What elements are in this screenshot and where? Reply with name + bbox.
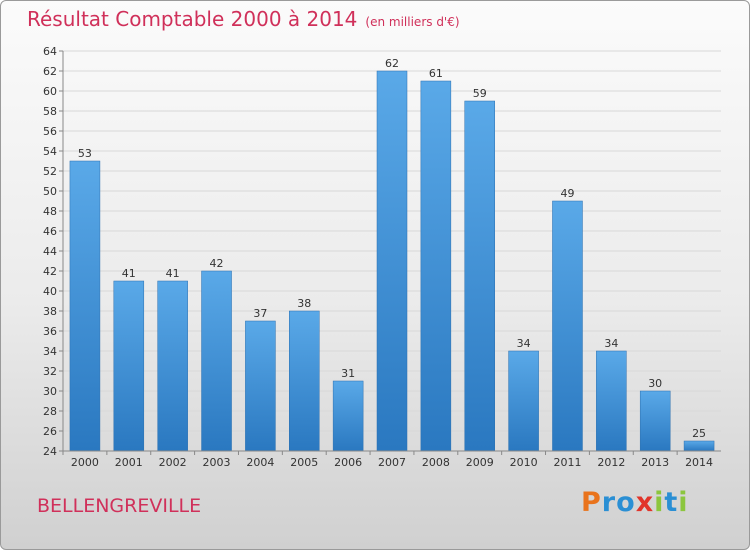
bar-2000 bbox=[69, 160, 101, 452]
data-label-2002: 41 bbox=[166, 267, 180, 280]
data-label-2011: 49 bbox=[560, 187, 574, 200]
y-tick-label: 44 bbox=[43, 245, 57, 258]
logo-letter: o bbox=[616, 487, 636, 518]
data-label-2001: 41 bbox=[122, 267, 136, 280]
y-tick-label: 64 bbox=[43, 45, 57, 58]
logo-letter: i bbox=[654, 487, 665, 518]
x-axis: 2000 2001 2002 2003 2004 2005 2006 2007 2008 2009… bbox=[62, 450, 721, 469]
y-tick-label: 58 bbox=[43, 105, 57, 118]
x-tick-label-2013: 2013 bbox=[641, 456, 669, 469]
x-tick-label-2001: 2001 bbox=[115, 456, 143, 469]
chart-subtitle: (en milliers d'€) bbox=[365, 15, 460, 29]
y-tick-label: 28 bbox=[43, 405, 57, 418]
y-tick-label: 56 bbox=[43, 125, 57, 138]
data-label-2005: 38 bbox=[297, 297, 311, 310]
x-tick-label-2004: 2004 bbox=[246, 456, 274, 469]
data-label-2004: 37 bbox=[253, 307, 267, 320]
logo-letter: P bbox=[581, 487, 602, 518]
y-tick-label: 26 bbox=[43, 425, 57, 438]
y-axis: 24 26 28 30 32 34 36 38 40 42 44 46 48 50 52 54 56 58 60 62… bbox=[43, 45, 64, 458]
chart-title-text: Résultat Comptable 2000 à 2014 bbox=[27, 7, 358, 31]
bar-2004 bbox=[245, 320, 276, 452]
bars: 53 41 41 42 37 38 31 62 61 59 34 49 34 30 25 bbox=[69, 57, 715, 452]
bar-2003 bbox=[201, 270, 232, 452]
data-label-2008: 61 bbox=[429, 67, 443, 80]
bar-2013 bbox=[639, 390, 671, 452]
y-tick-label: 46 bbox=[43, 225, 57, 238]
x-tick-label-2012: 2012 bbox=[597, 456, 625, 469]
bar-2014 bbox=[683, 440, 715, 452]
bar-2005 bbox=[289, 310, 320, 452]
logo-letter: i bbox=[678, 487, 689, 518]
bar-2006 bbox=[332, 380, 364, 452]
y-tick-label: 48 bbox=[43, 205, 57, 218]
data-label-2000: 53 bbox=[78, 147, 92, 160]
y-tick-label: 34 bbox=[43, 345, 57, 358]
chart-title: Résultat Comptable 2000 à 2014 (en millie… bbox=[27, 7, 460, 31]
y-tick-label: 50 bbox=[43, 185, 57, 198]
y-tick-label: 38 bbox=[43, 305, 57, 318]
bar-2008 bbox=[420, 80, 452, 452]
y-tick-label: 62 bbox=[43, 65, 57, 78]
x-tick-label-2014: 2014 bbox=[685, 456, 713, 469]
bar-2009 bbox=[464, 100, 495, 452]
y-tick-label: 54 bbox=[43, 145, 57, 158]
logo-letter: x bbox=[635, 487, 655, 518]
bar-2001 bbox=[113, 280, 145, 452]
x-tick-label-2011: 2011 bbox=[553, 456, 581, 469]
bar-2010 bbox=[508, 350, 539, 452]
x-tick-label-2003: 2003 bbox=[203, 456, 231, 469]
logo-letter: r bbox=[601, 487, 617, 518]
x-tick-label-2007: 2007 bbox=[378, 456, 406, 469]
data-label-2013: 30 bbox=[648, 377, 662, 390]
data-label-2014: 25 bbox=[692, 427, 706, 440]
x-tick-label-2006: 2006 bbox=[334, 456, 362, 469]
y-tick-label: 40 bbox=[43, 285, 57, 298]
y-tick-label: 30 bbox=[43, 385, 57, 398]
bar-2011 bbox=[552, 200, 583, 452]
data-label-2010: 34 bbox=[517, 337, 531, 350]
y-tick-label: 32 bbox=[43, 365, 57, 378]
y-tick-label: 52 bbox=[43, 165, 57, 178]
x-tick-label-2000: 2000 bbox=[71, 456, 99, 469]
x-tick-label-2002: 2002 bbox=[159, 456, 187, 469]
data-label-2007: 62 bbox=[385, 57, 399, 70]
bar-2002 bbox=[157, 280, 188, 452]
bar-2012 bbox=[596, 350, 627, 452]
data-label-2003: 42 bbox=[210, 257, 224, 270]
y-tick-label: 36 bbox=[43, 325, 57, 338]
logo-letter: t bbox=[664, 487, 679, 518]
data-label-2012: 34 bbox=[604, 337, 618, 350]
data-label-2006: 31 bbox=[341, 367, 355, 380]
bar-2007 bbox=[376, 70, 408, 452]
x-tick-label-2009: 2009 bbox=[466, 456, 494, 469]
data-label-2009: 59 bbox=[473, 87, 487, 100]
y-tick-label: 24 bbox=[43, 445, 57, 458]
x-tick-label-2005: 2005 bbox=[290, 456, 318, 469]
x-tick-label-2010: 2010 bbox=[510, 456, 538, 469]
y-tick-label: 60 bbox=[43, 85, 57, 98]
commune-name: BELLENGREVILLE bbox=[37, 495, 202, 517]
y-tick-label: 42 bbox=[43, 265, 57, 278]
proxiti-logo: Proxiti bbox=[581, 487, 689, 518]
x-tick-label-2008: 2008 bbox=[422, 456, 450, 469]
